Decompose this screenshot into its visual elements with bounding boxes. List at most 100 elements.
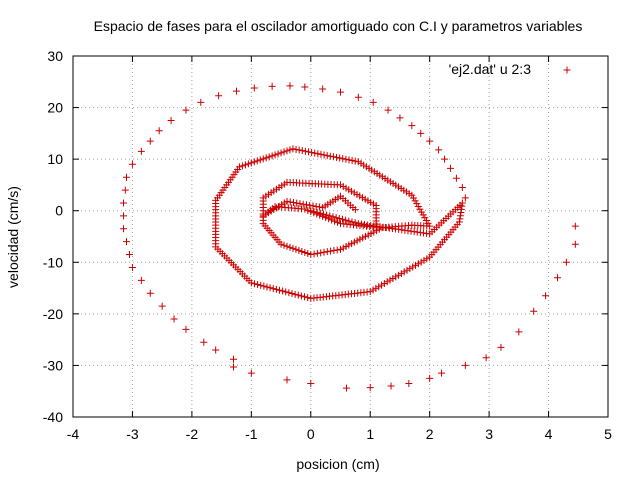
data-point xyxy=(306,201,314,209)
data-point xyxy=(339,155,347,163)
data-point xyxy=(338,215,346,223)
y-tick-label: 20 xyxy=(47,100,63,116)
data-point xyxy=(301,248,309,256)
data-point xyxy=(244,160,252,168)
data-point xyxy=(571,240,579,248)
y-tick-label: 10 xyxy=(47,151,63,167)
data-point xyxy=(304,250,312,258)
data-point xyxy=(285,289,293,297)
data-point xyxy=(319,85,327,93)
legend-marker xyxy=(563,66,571,74)
data-point xyxy=(146,289,154,297)
data-point xyxy=(326,212,334,220)
data-point xyxy=(289,244,297,252)
data-point xyxy=(272,285,280,293)
data-point xyxy=(299,200,307,208)
data-point xyxy=(327,247,335,255)
data-point xyxy=(271,151,279,159)
y-tick-label: -40 xyxy=(43,409,63,425)
data-point xyxy=(125,251,133,259)
x-tick-label: -4 xyxy=(67,426,80,442)
data-point xyxy=(289,199,297,207)
x-tick-label: 1 xyxy=(366,426,374,442)
data-point xyxy=(309,202,317,210)
data-point xyxy=(283,242,291,250)
x-tick-label: 2 xyxy=(426,426,434,442)
data-point xyxy=(289,145,297,153)
data-point xyxy=(137,276,145,284)
data-point xyxy=(307,251,315,259)
data-point xyxy=(265,153,273,161)
data-point xyxy=(328,216,336,224)
data-point xyxy=(354,93,362,101)
data-point xyxy=(297,292,305,300)
data-point xyxy=(384,106,392,114)
data-point xyxy=(263,283,271,291)
grid xyxy=(73,56,608,417)
data-point xyxy=(438,369,446,377)
data-point xyxy=(257,281,265,289)
data-point xyxy=(351,157,359,165)
legend-label: 'ej2.dat' u 2:3 xyxy=(449,61,532,77)
y-tick-labels: -40 -30 -20 -10 0 10 20 30 xyxy=(43,48,63,425)
data-point xyxy=(553,274,561,282)
data-point xyxy=(336,154,344,162)
data-point xyxy=(269,285,277,293)
data-point xyxy=(254,281,262,289)
data-point xyxy=(314,150,322,158)
data-point xyxy=(325,215,333,223)
data-point xyxy=(342,155,350,163)
data-point xyxy=(137,147,145,155)
data-point xyxy=(282,288,290,296)
data-point xyxy=(215,92,223,100)
data-point xyxy=(329,153,337,161)
data-point xyxy=(304,206,312,214)
x-tick-label: -2 xyxy=(186,426,199,442)
data-point xyxy=(298,147,306,155)
data-point xyxy=(337,220,344,228)
data-point xyxy=(446,164,454,172)
data-point xyxy=(250,158,258,166)
data-point xyxy=(123,238,130,246)
data-point xyxy=(316,211,324,219)
data-point xyxy=(268,152,276,160)
data-point xyxy=(311,149,319,157)
data-point xyxy=(307,379,315,387)
data-point xyxy=(275,286,283,294)
data-point xyxy=(441,155,449,163)
data-point xyxy=(426,374,434,382)
data-point xyxy=(333,246,341,254)
chart-title: Espacio de fases para el oscilador amort… xyxy=(94,18,583,34)
data-point xyxy=(313,210,321,218)
data-point xyxy=(253,157,261,165)
ticks xyxy=(72,55,609,418)
data-point xyxy=(200,338,208,346)
legend: 'ej2.dat' u 2:3 xyxy=(449,61,571,77)
data-point xyxy=(283,197,291,205)
data-point xyxy=(319,212,327,220)
x-tick-label: 5 xyxy=(604,426,612,442)
data-point xyxy=(351,206,359,214)
data-point xyxy=(387,382,395,390)
data-point xyxy=(337,88,344,96)
data-point xyxy=(426,137,434,145)
data-point xyxy=(310,250,318,258)
data-point xyxy=(247,159,255,167)
data-point xyxy=(280,241,288,249)
data-point xyxy=(280,148,288,156)
data-point xyxy=(304,294,312,302)
data-point xyxy=(128,160,136,168)
data-point xyxy=(250,280,258,288)
data-point xyxy=(530,307,538,315)
y-tick-label: -30 xyxy=(43,357,63,373)
data-point xyxy=(292,245,300,253)
data-point xyxy=(329,213,337,221)
data-point xyxy=(310,209,318,217)
data-point xyxy=(315,203,323,211)
x-tick-label: 3 xyxy=(485,426,493,442)
data-point xyxy=(571,222,579,230)
data-point xyxy=(155,127,163,135)
data-point xyxy=(294,291,302,299)
data-point xyxy=(308,149,316,157)
